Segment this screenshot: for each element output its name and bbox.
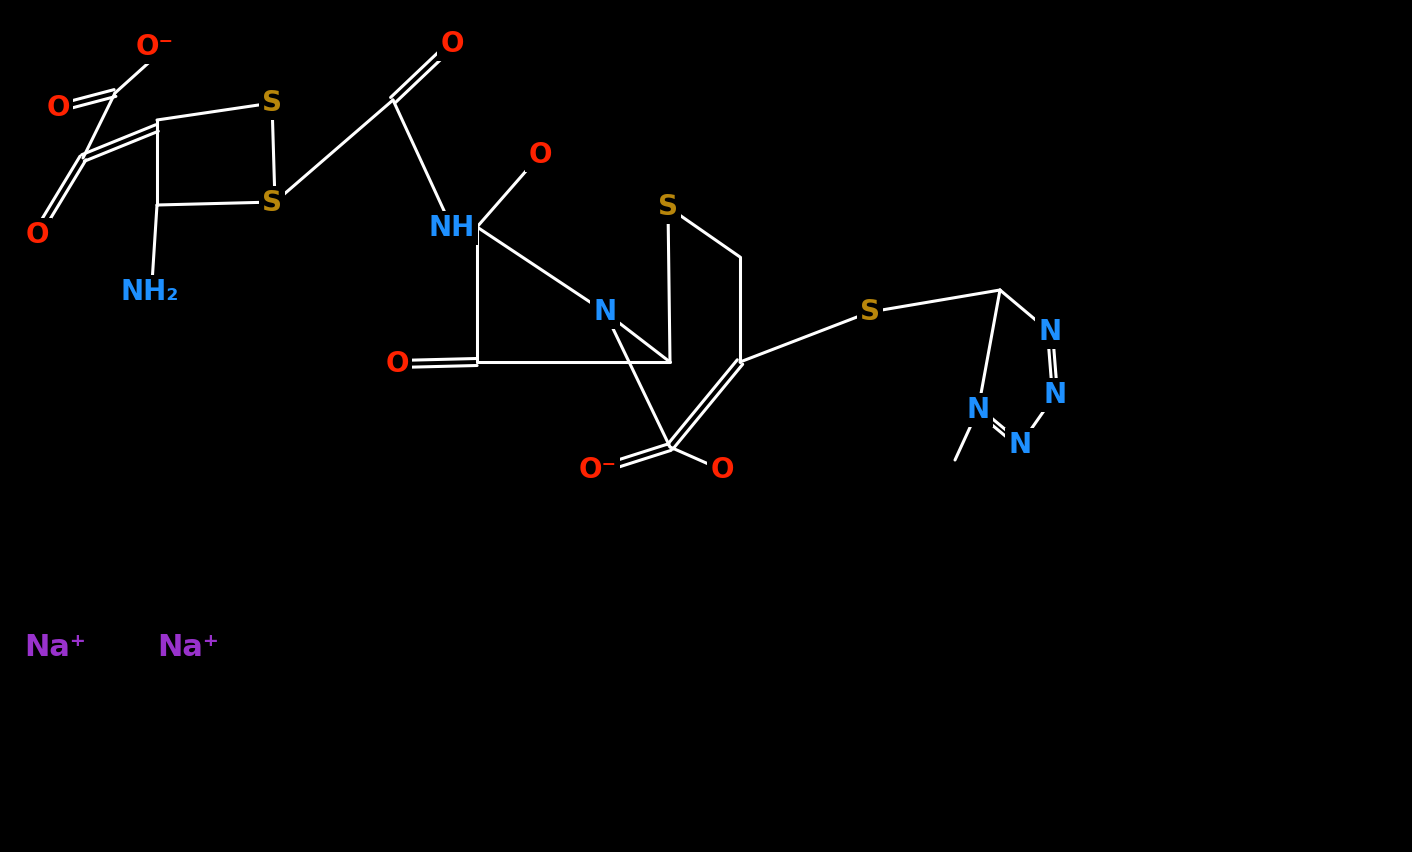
Text: O: O bbox=[25, 221, 49, 249]
Text: O⁻: O⁻ bbox=[136, 33, 174, 61]
Text: S: S bbox=[860, 298, 880, 326]
Text: NH₂: NH₂ bbox=[121, 278, 179, 306]
Text: S: S bbox=[658, 193, 678, 221]
Text: N: N bbox=[1043, 381, 1066, 409]
Text: O: O bbox=[441, 30, 463, 58]
Text: Na⁺: Na⁺ bbox=[24, 634, 86, 663]
Text: S: S bbox=[263, 89, 282, 117]
Text: NH: NH bbox=[429, 214, 474, 242]
Text: O⁻: O⁻ bbox=[579, 456, 617, 484]
Text: O: O bbox=[385, 350, 408, 378]
Text: N: N bbox=[1038, 318, 1062, 346]
Text: O: O bbox=[710, 456, 734, 484]
Text: S: S bbox=[263, 189, 282, 217]
Text: O: O bbox=[47, 94, 69, 122]
Text: Na⁺: Na⁺ bbox=[157, 634, 219, 663]
Text: O: O bbox=[528, 141, 552, 169]
Text: N: N bbox=[1008, 431, 1032, 459]
Text: N: N bbox=[966, 396, 990, 424]
Text: N: N bbox=[593, 298, 617, 326]
